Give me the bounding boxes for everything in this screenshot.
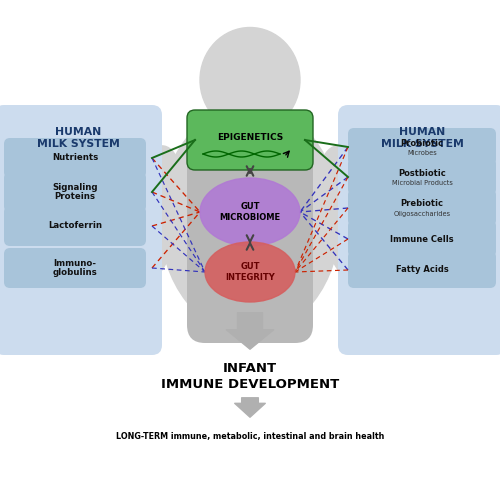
Text: Probiotic: Probiotic bbox=[400, 138, 444, 147]
Text: INFANT
IMMUNE DEVELOPMENT: INFANT IMMUNE DEVELOPMENT bbox=[161, 362, 339, 390]
FancyBboxPatch shape bbox=[4, 206, 146, 246]
Ellipse shape bbox=[200, 28, 300, 132]
Text: GUT
MICROBIOME: GUT MICROBIOME bbox=[220, 202, 280, 222]
Text: Immune Cells: Immune Cells bbox=[390, 234, 454, 244]
FancyBboxPatch shape bbox=[348, 251, 496, 288]
Ellipse shape bbox=[200, 178, 300, 246]
FancyBboxPatch shape bbox=[348, 189, 496, 226]
Text: Lactoferrin: Lactoferrin bbox=[48, 222, 102, 230]
Ellipse shape bbox=[160, 105, 340, 335]
FancyBboxPatch shape bbox=[348, 158, 496, 195]
Ellipse shape bbox=[317, 146, 379, 284]
FancyBboxPatch shape bbox=[0, 105, 162, 355]
FancyBboxPatch shape bbox=[348, 220, 496, 257]
Text: Immuno-
globulins: Immuno- globulins bbox=[52, 258, 98, 278]
Text: GUT
INTEGRITY: GUT INTEGRITY bbox=[225, 262, 275, 281]
FancyBboxPatch shape bbox=[4, 172, 146, 212]
Ellipse shape bbox=[205, 242, 295, 302]
FancyBboxPatch shape bbox=[4, 248, 146, 288]
FancyBboxPatch shape bbox=[187, 110, 313, 170]
Text: Postbiotic: Postbiotic bbox=[398, 168, 446, 177]
Text: Microbial Products: Microbial Products bbox=[392, 180, 452, 186]
Text: Signaling
Proteins: Signaling Proteins bbox=[52, 182, 98, 202]
Text: Prebiotic: Prebiotic bbox=[400, 200, 444, 208]
Text: HUMAN
MILK SYSTEM: HUMAN MILK SYSTEM bbox=[36, 127, 119, 148]
FancyArrowPatch shape bbox=[226, 313, 274, 349]
FancyBboxPatch shape bbox=[348, 128, 496, 165]
Text: Nutrients: Nutrients bbox=[52, 154, 98, 162]
Text: Microbes: Microbes bbox=[407, 150, 437, 156]
FancyBboxPatch shape bbox=[187, 112, 313, 343]
FancyArrowPatch shape bbox=[234, 398, 266, 417]
FancyBboxPatch shape bbox=[338, 105, 500, 355]
Text: Fatty Acids: Fatty Acids bbox=[396, 266, 448, 274]
Ellipse shape bbox=[121, 146, 183, 284]
Text: EPIGENETICS: EPIGENETICS bbox=[217, 134, 283, 142]
Text: Oligosaccharides: Oligosaccharides bbox=[394, 211, 450, 217]
Text: LONG-TERM immune, metabolic, intestinal and brain health: LONG-TERM immune, metabolic, intestinal … bbox=[116, 432, 384, 441]
Text: HUMAN
MILK SYSTEM: HUMAN MILK SYSTEM bbox=[380, 127, 464, 148]
FancyBboxPatch shape bbox=[4, 138, 146, 178]
